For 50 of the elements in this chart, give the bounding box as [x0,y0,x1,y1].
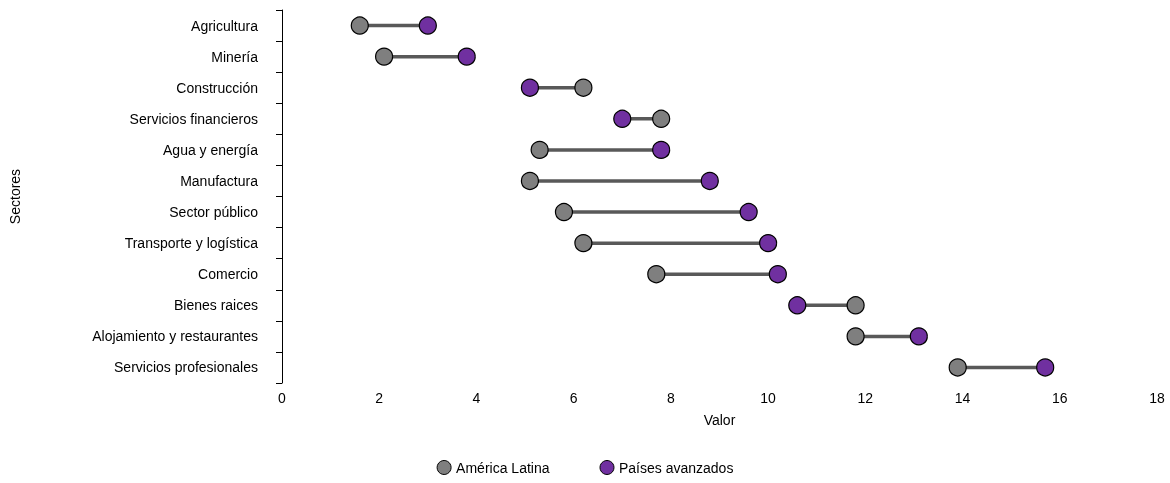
x-tick-label: 8 [666,390,675,406]
x-tick-label: 18 [1149,390,1165,406]
x-tick-label: 0 [278,390,287,406]
x-tick-label: 4 [472,390,481,406]
y-tick-label: Sector público [169,204,259,221]
x-tick-label: 14 [954,390,971,406]
point [652,109,671,128]
y-tick-label: Comercio [198,266,259,283]
y-tick-label: Construcción [176,79,258,96]
y-tick-label: Agua y energía [163,141,259,158]
point [418,16,437,35]
y-tick-label: Transporte y logística [124,235,259,252]
point [647,265,666,284]
point [739,202,758,222]
point [788,296,807,315]
y-tick-label: Bienes raices [173,297,258,314]
y-tick-label: Minería [211,48,259,65]
x-axis-title: Valor [703,412,736,428]
point [520,171,540,191]
point [375,47,394,66]
y-tick-label: Alojamiento y restaurantes [92,328,258,345]
legend-label: América Latina [456,459,550,476]
point [1036,358,1055,377]
point [759,234,778,253]
point [554,202,574,222]
x-tick-label: 16 [1051,390,1068,406]
point [948,358,967,377]
point [909,327,928,346]
point [613,109,632,128]
x-tick-label: 10 [760,390,777,406]
y-axis-title: Sectores [7,168,23,225]
point [574,78,593,97]
point [700,171,719,191]
legend-label: Países avanzados [618,459,734,476]
point [768,265,787,284]
x-tick-label: 6 [569,390,578,406]
y-tick-label: Servicios profesionales [114,359,258,376]
x-tick-label: 12 [857,390,874,406]
point [846,327,865,346]
point [574,234,593,253]
point [457,47,476,66]
point [530,140,549,159]
point [846,296,865,315]
point [652,140,671,159]
y-tick-label: Manufactura [180,172,259,189]
y-tick-label: Servicios financieros [129,110,258,127]
point [350,16,369,35]
point [520,78,540,97]
y-tick-label: Agricultura [191,17,259,34]
x-tick-label: 2 [375,390,384,406]
